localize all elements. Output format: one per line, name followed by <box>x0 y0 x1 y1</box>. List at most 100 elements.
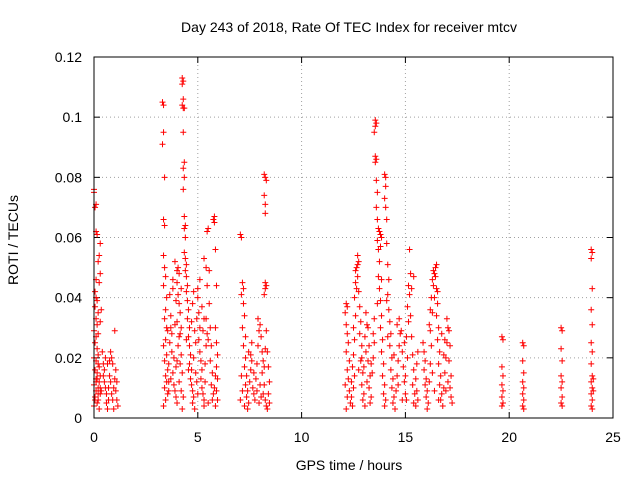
data-point <box>588 360 595 367</box>
y-tick-label: 0.06 <box>55 230 82 246</box>
data-point <box>348 393 355 400</box>
data-point <box>194 294 201 301</box>
data-point <box>168 348 175 355</box>
data-point <box>241 402 248 409</box>
data-point <box>167 324 174 331</box>
data-point <box>350 324 357 331</box>
data-point <box>113 396 120 403</box>
data-point <box>366 384 373 391</box>
data-point <box>380 360 387 367</box>
data-point <box>213 339 220 346</box>
data-point <box>176 300 183 307</box>
data-point <box>260 357 267 364</box>
data-point <box>164 366 171 373</box>
data-point <box>365 324 372 331</box>
data-point <box>430 282 437 289</box>
data-point <box>559 327 566 334</box>
data-point <box>421 348 428 355</box>
data-point <box>377 243 384 250</box>
data-point <box>443 315 450 322</box>
data-point <box>92 204 99 211</box>
data-point <box>379 336 386 343</box>
data-point <box>188 381 195 388</box>
data-point <box>441 336 448 343</box>
data-point <box>174 279 181 286</box>
data-point <box>191 405 198 412</box>
data-point <box>408 285 415 292</box>
data-point <box>260 390 267 397</box>
data-point <box>366 342 373 349</box>
data-point <box>435 324 442 331</box>
data-point <box>432 264 439 271</box>
data-point <box>378 348 385 355</box>
data-point <box>92 366 99 373</box>
data-point <box>214 375 221 382</box>
data-point <box>259 348 266 355</box>
data-point <box>191 327 198 334</box>
data-point <box>212 246 219 253</box>
data-point <box>589 396 596 403</box>
data-point <box>426 321 433 328</box>
data-point <box>237 231 244 238</box>
data-point <box>177 360 184 367</box>
data-point <box>439 402 446 409</box>
data-point <box>99 348 106 355</box>
data-point <box>589 285 596 292</box>
data-point <box>195 309 202 316</box>
data-point <box>187 351 194 358</box>
data-point <box>357 357 364 364</box>
data-point <box>378 276 385 283</box>
data-point <box>159 141 166 148</box>
data-point <box>404 303 411 310</box>
data-point <box>256 399 263 406</box>
data-point <box>243 393 250 400</box>
data-point <box>181 213 188 220</box>
data-point <box>351 336 358 343</box>
data-point <box>427 327 434 334</box>
data-point <box>420 339 427 346</box>
data-point <box>399 396 406 403</box>
data-point <box>372 123 379 130</box>
data-point <box>165 360 172 367</box>
data-point <box>266 378 273 385</box>
data-point <box>437 372 444 379</box>
data-point <box>113 378 120 385</box>
data-point <box>355 258 362 265</box>
data-point <box>92 303 99 310</box>
data-point <box>98 387 105 394</box>
data-point <box>404 354 411 361</box>
data-point <box>160 402 167 409</box>
data-point <box>498 381 505 388</box>
data-point <box>344 330 351 337</box>
data-point <box>250 369 257 376</box>
data-point <box>169 285 176 292</box>
data-point <box>389 375 396 382</box>
axis-ticks: 0 5 10 15 20 25 0 0.02 0.04 0.06 0.08 0.1 0.12 <box>55 49 621 445</box>
data-point <box>95 258 102 265</box>
data-point <box>447 342 454 349</box>
data-point <box>262 279 269 286</box>
data-point <box>108 354 115 361</box>
data-point <box>358 342 365 349</box>
data-point <box>434 300 441 307</box>
data-point <box>207 357 214 364</box>
data-point <box>245 399 252 406</box>
data-point <box>422 357 429 364</box>
data-point <box>94 345 101 352</box>
data-point <box>168 330 175 337</box>
data-point <box>408 333 415 340</box>
data-point <box>159 99 166 106</box>
data-point <box>243 372 250 379</box>
data-point <box>205 225 212 232</box>
data-point <box>398 327 405 334</box>
data-point <box>368 360 375 367</box>
data-point <box>384 291 391 298</box>
data-point <box>173 363 180 370</box>
data-point <box>375 273 382 280</box>
data-point <box>199 327 206 334</box>
data-point <box>189 399 196 406</box>
data-point <box>385 276 392 283</box>
data-point <box>196 348 203 355</box>
data-point <box>368 393 375 400</box>
data-point <box>205 399 212 406</box>
